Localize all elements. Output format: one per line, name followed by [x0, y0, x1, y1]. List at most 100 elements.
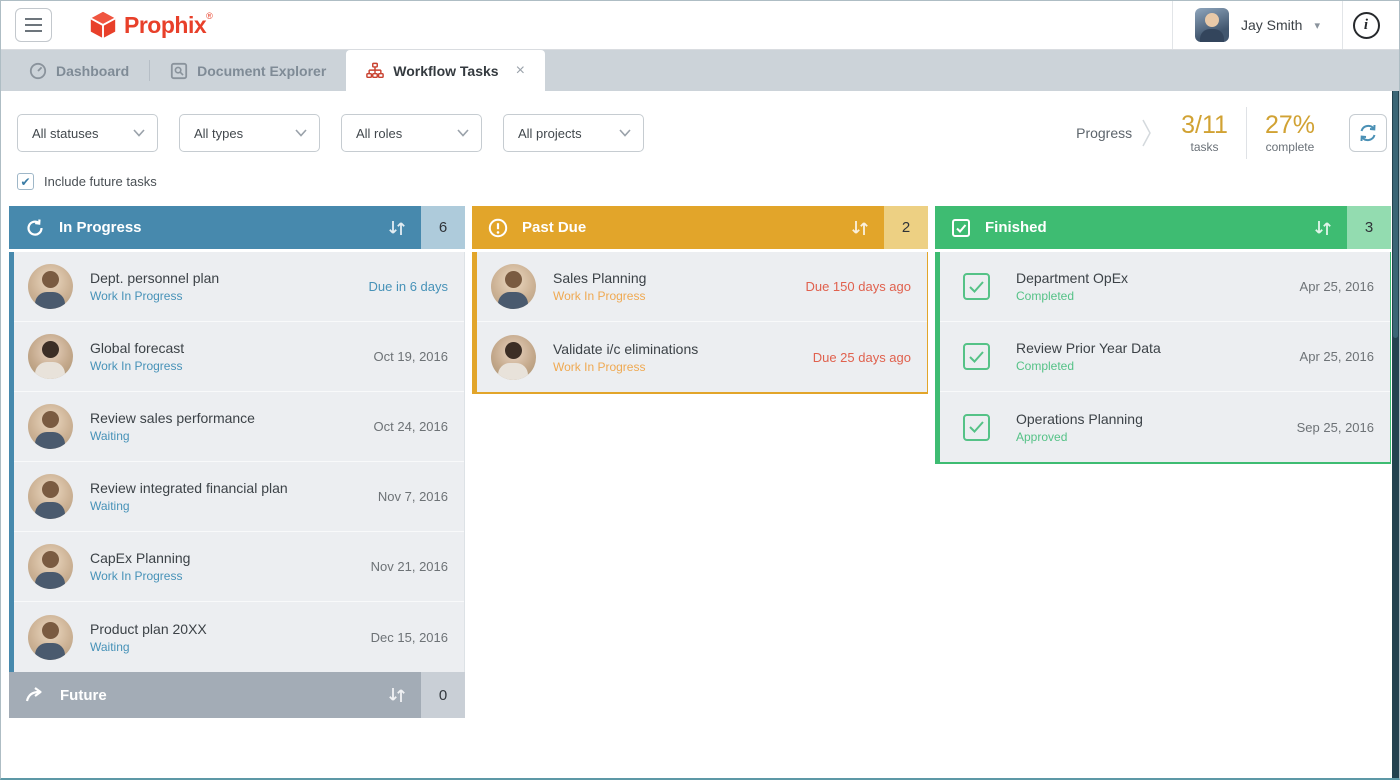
tab-workflow-tasks[interactable]: Workflow Tasks ×	[346, 50, 545, 91]
gauge-icon	[29, 62, 47, 79]
include-future-checkbox[interactable]: ✔	[17, 173, 34, 190]
column-count: 6	[421, 206, 465, 249]
prophix-logo: Prophix ®	[88, 10, 213, 40]
tab-document-explorer[interactable]: Document Explorer	[150, 50, 346, 91]
tasks-count: 3/11	[1181, 111, 1228, 139]
task-row[interactable]: Dept. personnel plan Work In Progress Du…	[14, 252, 464, 322]
task-title: Review Prior Year Data	[1016, 340, 1161, 356]
alert-icon	[488, 218, 508, 237]
types-dropdown-value: All types	[194, 125, 244, 141]
brand-registered-mark: ®	[206, 11, 213, 21]
user-menu[interactable]: Jay Smith ▾	[1173, 1, 1342, 49]
refresh-button[interactable]	[1349, 114, 1387, 152]
task-status: Work In Progress	[90, 569, 183, 583]
avatar	[28, 614, 73, 660]
chevron-down-icon	[295, 129, 307, 137]
projects-dropdown-value: All projects	[518, 125, 582, 141]
finished-header[interactable]: Finished 3	[935, 206, 1391, 249]
chevron-down-icon	[133, 129, 145, 137]
future-arrow-icon	[25, 687, 42, 702]
task-status: Waiting	[90, 499, 130, 513]
roles-dropdown[interactable]: All roles	[341, 114, 482, 152]
task-row[interactable]: Global forecast Work In Progress Oct 19,…	[14, 322, 464, 392]
types-dropdown[interactable]: All types	[179, 114, 320, 152]
task-status: Work In Progress	[90, 359, 183, 373]
task-due-date: Due 150 days ago	[805, 279, 911, 294]
chevron-down-icon	[457, 129, 469, 137]
divider	[1342, 1, 1343, 49]
menu-button[interactable]	[15, 8, 52, 42]
statuses-dropdown[interactable]: All statuses	[17, 114, 158, 152]
task-row[interactable]: Review integrated financial plan Waiting…	[14, 462, 464, 532]
task-status: Waiting	[90, 429, 130, 443]
avatar	[491, 334, 536, 380]
projects-dropdown[interactable]: All projects	[503, 114, 644, 152]
avatar	[28, 334, 73, 379]
task-status: Waiting	[90, 639, 130, 654]
task-title: Review integrated financial plan	[90, 480, 288, 496]
divider	[1172, 1, 1173, 49]
future-header[interactable]: Future 0	[9, 672, 465, 718]
in-progress-list: Dept. personnel plan Work In Progress Du…	[9, 252, 465, 672]
task-row[interactable]: Department OpEx Completed Apr 25, 2016	[940, 252, 1390, 322]
close-icon[interactable]: ×	[515, 61, 525, 79]
task-title: Product plan 20XX	[90, 620, 207, 637]
filter-row: All statuses All types All roles All pro…	[1, 91, 1399, 159]
tasks-stat: 3/11 tasks	[1163, 112, 1246, 154]
task-due-date: Oct 19, 2016	[373, 349, 448, 364]
tasks-stat-label: tasks	[1190, 140, 1219, 154]
sort-icon[interactable]	[387, 686, 407, 704]
progress-summary: Progress 3/11 tasks 27% complete	[1076, 107, 1387, 159]
task-row[interactable]: CapEx Planning Work In Progress Nov 21, …	[14, 532, 464, 602]
column-finished: Finished 3 Department OpEx Completed Apr…	[935, 206, 1391, 464]
scrollbar-thumb[interactable]	[1393, 88, 1398, 338]
task-row[interactable]: Review Prior Year Data Completed Apr 25,…	[940, 322, 1390, 392]
task-row[interactable]: Operations Planning Approved Sep 25, 201…	[940, 392, 1390, 462]
checked-box-icon	[952, 218, 970, 237]
avatar	[28, 544, 73, 589]
task-title: Operations Planning	[1016, 410, 1143, 427]
task-completed-date: Sep 25, 2016	[1296, 419, 1374, 435]
task-completed-date: Apr 25, 2016	[1299, 279, 1374, 294]
task-title: Department OpEx	[1016, 270, 1129, 286]
task-row[interactable]: Review sales performance Waiting Oct 24,…	[14, 392, 464, 462]
info-button[interactable]: i	[1343, 1, 1389, 49]
in-progress-header[interactable]: In Progress 6	[9, 206, 465, 249]
avatar	[491, 264, 536, 309]
workflow-icon	[366, 62, 385, 78]
column-title: Finished	[985, 219, 1047, 236]
sort-icon[interactable]	[1313, 219, 1333, 237]
task-due-date: Oct 24, 2016	[373, 419, 448, 434]
in-progress-icon	[27, 218, 43, 236]
include-future-row: ✔ Include future tasks	[1, 159, 1399, 204]
task-status: Approved	[1016, 429, 1068, 444]
task-row[interactable]: Sales Planning Work In Progress Due 150 …	[477, 252, 927, 322]
past-due-header[interactable]: Past Due 2	[472, 206, 928, 249]
sort-icon[interactable]	[850, 219, 870, 237]
column-title: Past Due	[522, 219, 587, 236]
task-due-date: Due in 6 days	[368, 279, 449, 294]
task-title: Validate i/c eliminations	[553, 340, 699, 357]
top-bar: Prophix ® Jay Smith ▾ i	[1, 1, 1399, 50]
avatar	[28, 264, 73, 309]
task-row[interactable]: Validate i/c eliminations Work In Progre…	[477, 322, 927, 392]
include-future-label: Include future tasks	[44, 174, 157, 189]
refresh-icon	[1360, 124, 1376, 142]
task-status: Work In Progress	[553, 289, 646, 303]
chevron-down-icon: ▾	[1314, 19, 1320, 32]
roles-dropdown-value: All roles	[356, 125, 403, 141]
tab-dashboard[interactable]: Dashboard	[9, 50, 149, 91]
task-status: Completed	[1016, 359, 1075, 373]
vertical-scrollbar[interactable]	[1392, 50, 1399, 778]
task-row[interactable]: Product plan 20XX Waiting Dec 15, 2016	[14, 602, 464, 672]
task-due-date: Nov 7, 2016	[377, 489, 448, 504]
sort-icon[interactable]	[387, 219, 407, 237]
chevron-down-icon	[619, 129, 631, 137]
completed-check-icon	[963, 343, 990, 370]
chevron-right-icon	[1142, 119, 1151, 147]
task-title: Sales Planning	[553, 270, 647, 286]
column-in-progress: In Progress 6 Dept. personnel plan Work …	[9, 206, 465, 718]
task-due-date: Nov 21, 2016	[370, 559, 448, 574]
task-title: Dept. personnel plan	[90, 270, 220, 286]
divider	[149, 60, 151, 81]
